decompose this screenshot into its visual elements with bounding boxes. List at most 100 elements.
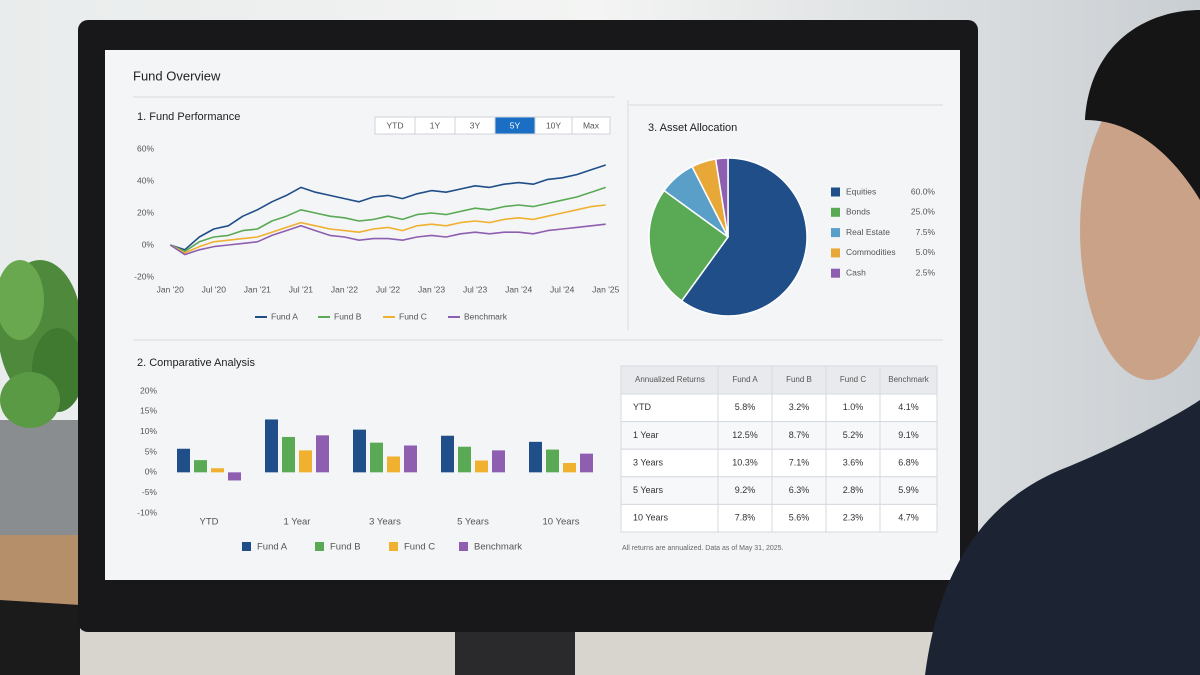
- bar: [282, 436, 295, 473]
- table-text: 5.9%: [898, 485, 919, 495]
- legend-swatch: [831, 207, 840, 217]
- y-tick-label: 20%: [137, 207, 154, 217]
- table-cell: [771, 421, 827, 450]
- x-tick-label: Jul '23: [463, 284, 488, 294]
- x-tick-label: Jul '20: [202, 284, 227, 294]
- x-tick-label: Jul '21: [289, 284, 314, 294]
- legend-label: Cash: [846, 267, 866, 277]
- table-header-cell: [879, 365, 938, 395]
- y-tick-label: 20%: [140, 385, 157, 395]
- legend-swatch: [389, 542, 398, 551]
- legend-swatch: [459, 542, 468, 551]
- table-cell: [879, 421, 938, 450]
- x-tick-label: YTD: [200, 517, 219, 528]
- legend-label: Real Estate: [846, 227, 890, 237]
- legend-swatch: [242, 542, 251, 551]
- table-cell: [825, 503, 881, 533]
- legend-value: 7.5%: [916, 227, 936, 237]
- bar: [441, 435, 454, 473]
- x-tick-label: Jan '25: [592, 284, 619, 294]
- x-tick-label: 1 Year: [284, 517, 311, 528]
- x-tick-label: Jan '24: [505, 284, 532, 294]
- table-text: 9.2%: [735, 485, 756, 495]
- legend-value: 60.0%: [911, 186, 936, 196]
- table-text: 10 Years: [633, 513, 669, 523]
- x-tick-label: 10 Years: [543, 517, 580, 528]
- bar: [546, 449, 559, 473]
- series-line: [169, 223, 606, 256]
- x-tick-label: Jan '20: [157, 284, 184, 294]
- footnote: All returns are annualized. Data as of M…: [622, 545, 784, 552]
- table-cell: [717, 476, 773, 505]
- legend-label: Fund B: [334, 311, 362, 321]
- table-header-text: Fund A: [732, 375, 758, 384]
- table-cell: [717, 503, 773, 533]
- bar: [316, 435, 329, 473]
- table-text: 8.7%: [789, 430, 810, 440]
- table-text: 5.8%: [735, 402, 756, 412]
- period-label[interactable]: 3Y: [470, 120, 481, 130]
- period-label[interactable]: 10Y: [546, 120, 561, 130]
- bar: [475, 460, 488, 473]
- table-text: 5.2%: [843, 430, 864, 440]
- table-cell: [879, 503, 938, 533]
- bar: [211, 468, 224, 473]
- legend-swatch: [831, 187, 840, 197]
- period-label[interactable]: 5Y: [510, 120, 521, 130]
- y-tick-label: -5%: [142, 487, 158, 497]
- table-text: 6.3%: [789, 485, 810, 495]
- y-tick-label: 60%: [137, 143, 154, 153]
- table-text: 7.8%: [735, 513, 756, 523]
- y-tick-label: 0%: [142, 239, 155, 249]
- table-text: 5 Years: [633, 485, 664, 495]
- legend-label: Fund C: [399, 311, 427, 321]
- y-tick-label: 5%: [145, 446, 158, 456]
- section-title: 2. Comparative Analysis: [137, 357, 255, 369]
- bar: [177, 448, 190, 473]
- legend-value: 2.5%: [916, 267, 936, 277]
- bar: [529, 441, 542, 473]
- bar: [580, 453, 593, 473]
- table-text: 10.3%: [732, 457, 758, 467]
- x-tick-label: Jul '22: [376, 284, 401, 294]
- table-text: YTD: [633, 402, 652, 412]
- table-text: 2.8%: [843, 485, 864, 495]
- bar: [492, 450, 505, 473]
- table-cell: [825, 476, 881, 505]
- bar: [265, 419, 278, 473]
- legend-label: Benchmark: [474, 542, 522, 553]
- y-tick-label: 15%: [140, 406, 157, 416]
- y-tick-label: -20%: [134, 271, 154, 281]
- table-text: 7.1%: [789, 457, 810, 467]
- x-tick-label: 5 Years: [457, 517, 489, 528]
- period-label[interactable]: Max: [583, 120, 600, 130]
- table-cell: [771, 448, 827, 478]
- table-cell: [879, 448, 938, 478]
- table-cell: [825, 421, 881, 450]
- bar: [387, 456, 400, 473]
- x-tick-label: Jan '23: [418, 284, 445, 294]
- period-button[interactable]: [571, 116, 611, 135]
- period-label[interactable]: YTD: [387, 120, 404, 130]
- plant: [0, 260, 84, 535]
- legend-swatch: [831, 268, 840, 278]
- period-label[interactable]: 1Y: [430, 120, 441, 130]
- legend-label: Equities: [846, 186, 876, 196]
- table-cell: [717, 448, 773, 478]
- table-text: 3.2%: [789, 402, 810, 412]
- table-cell: [620, 421, 719, 450]
- table-header-text: Fund B: [786, 375, 812, 384]
- series-line: [170, 164, 606, 251]
- table-text: 5.6%: [789, 513, 810, 523]
- bar: [404, 445, 417, 473]
- y-tick-label: 40%: [137, 175, 154, 185]
- table-header-cell: [825, 365, 881, 395]
- x-tick-label: Jan '22: [331, 284, 358, 294]
- dashboard-title: Fund Overview: [133, 68, 221, 83]
- x-tick-label: Jan '21: [244, 284, 271, 294]
- legend-value: 25.0%: [911, 207, 936, 217]
- x-tick-label: 3 Years: [369, 517, 401, 528]
- table-text: 3 Years: [633, 457, 664, 467]
